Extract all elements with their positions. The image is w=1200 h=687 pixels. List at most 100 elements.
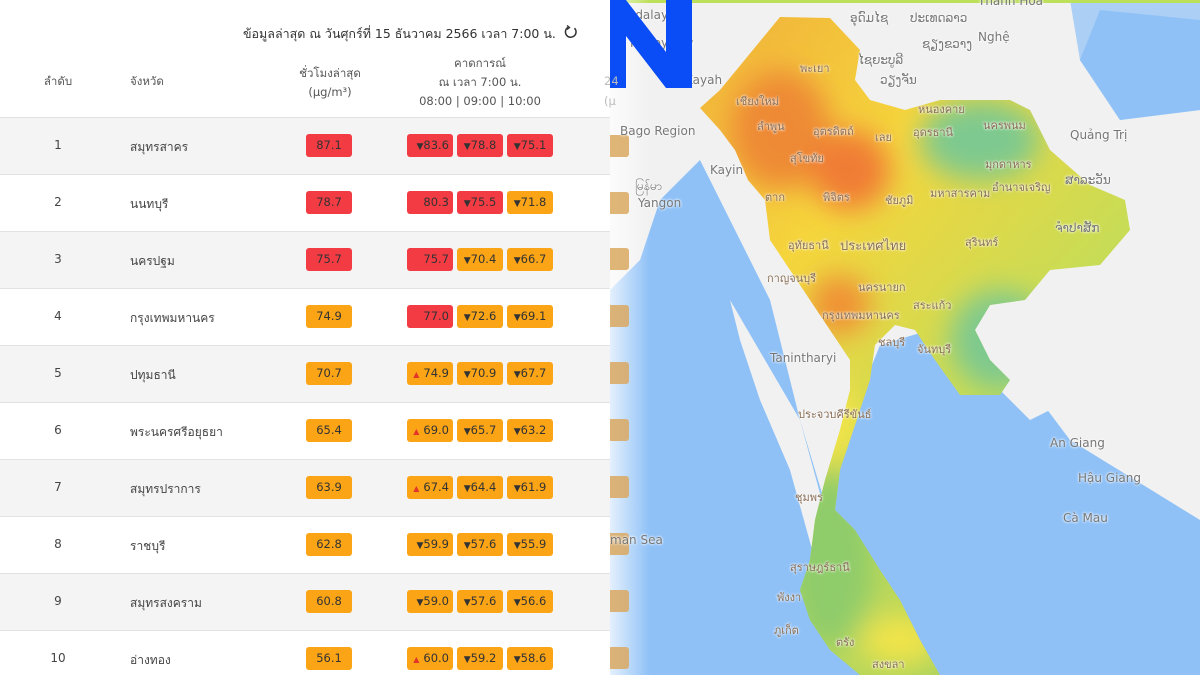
forecast-value: 63.2 <box>520 423 547 437</box>
map-label: พิจิตร <box>823 191 850 204</box>
latest-value-badge: 74.9 <box>306 305 352 328</box>
map-label: ອຸດົມໄຊ <box>850 11 889 25</box>
refresh-icon[interactable] <box>563 24 579 40</box>
col-header-partial-unit: (µ <box>604 94 616 108</box>
table-row[interactable]: 2 นนทบุรี 78.7 80.3 ▼75.5 ▼71.8 <box>0 174 610 231</box>
map-label: มหาสารคาม <box>930 187 991 200</box>
forecast-badge: ▼56.6 <box>507 590 553 613</box>
map-label: ชุมพร <box>795 491 823 504</box>
table-row[interactable]: 1 สมุทรสาคร 87.1 ▼83.6 ▼78.8 ▼75.1 <box>0 117 610 174</box>
trend-down-icon: ▼ <box>513 199 521 209</box>
map-label: สุโขทัย <box>790 152 824 165</box>
partial-badge <box>607 647 629 669</box>
forecast-value: 75.1 <box>520 138 547 152</box>
forecast-badge: ▼75.1 <box>507 134 553 157</box>
col-header-latest: ชั่วโมงล่าสุด (µg/m³) <box>280 64 380 102</box>
map-label: กาญจนบุรี <box>767 272 817 285</box>
rank: 7 <box>54 480 62 494</box>
map-label: Nghệ <box>978 30 1010 44</box>
trend-up-icon: ▲ <box>413 370 420 379</box>
forecast-value: 78.8 <box>470 138 497 152</box>
trend-down-icon: ▼ <box>463 313 471 323</box>
trend-down-icon: ▼ <box>513 427 521 437</box>
rank: 8 <box>54 537 62 551</box>
col-header-latest-unit: (µg/m³) <box>308 85 352 99</box>
table-row[interactable]: 10 อ่างทอง 56.1 ▲ 60.0 ▼59.2 ▼58.6 <box>0 630 610 687</box>
map-label: Yangon <box>638 196 682 210</box>
table-row[interactable]: 4 กรุงเทพมหานคร 74.9 77.0 ▼72.6 ▼69.1 <box>0 288 610 345</box>
forecast-badge: ▼67.7 <box>507 362 553 385</box>
forecast-value: 71.8 <box>520 195 547 209</box>
forecast-value: 74.9 <box>423 366 449 380</box>
trend-down-icon: ▼ <box>513 313 521 323</box>
province-name: สมุทรสงคราม <box>130 596 202 610</box>
forecast-value: 67.7 <box>520 366 547 380</box>
map-label: Tanintharyi <box>770 351 837 365</box>
table-row[interactable]: 8 ราชบุรี 62.8 ▼59.9 ▼57.6 ▼55.9 <box>0 516 610 573</box>
map-label: สระแก้ว <box>913 299 952 312</box>
ranking-table: 1 สมุทรสาคร 87.1 ▼83.6 ▼78.8 ▼75.1 2 นนทบุรี… <box>0 117 610 687</box>
trend-down-icon: ▼ <box>463 256 471 266</box>
trend-down-icon: ▼ <box>416 142 424 152</box>
forecast-value: 59.0 <box>423 594 449 608</box>
map-label: กรุงเทพมหานคร <box>822 309 900 322</box>
trend-down-icon: ▼ <box>513 598 521 608</box>
trend-down-icon: ▼ <box>463 541 471 551</box>
forecast-badge: ▼65.7 <box>457 419 503 442</box>
air-quality-map[interactable]: Mandalay Naypyitaw Kayah Bago Region Kay… <box>600 0 1200 675</box>
latest-value-badge: 65.4 <box>306 419 352 442</box>
map-label: ชัยภูมิ <box>885 194 914 207</box>
rank: 9 <box>54 594 62 608</box>
table-row[interactable]: 6 พระนครศรีอยุธยา 65.4 ▲ 69.0 ▼65.7 ▼63.2 <box>0 402 610 459</box>
n-logo <box>600 0 692 88</box>
table-row[interactable]: 9 สมุทรสงคราม 60.8 ▼59.0 ▼57.6 ▼56.6 <box>0 573 610 630</box>
partial-badge <box>607 590 629 612</box>
trend-down-icon: ▼ <box>463 427 471 437</box>
map-label: ວຽງຈັນ <box>880 73 917 87</box>
forecast-badge: ▼59.2 <box>457 647 503 670</box>
trend-up-icon: ▲ <box>413 484 420 493</box>
trend-down-icon: ▼ <box>513 484 521 494</box>
forecast-badge: 80.3 <box>407 191 453 214</box>
trend-down-icon: ▼ <box>513 256 521 266</box>
rank: 4 <box>54 309 62 323</box>
table-row[interactable]: 3 นครปฐม 75.7 75.7 ▼70.4 ▼66.7 <box>0 231 610 288</box>
map-label: อุทัยธานี <box>788 239 829 252</box>
forecast-badge: ▼59.9 <box>407 533 453 556</box>
province-name: สมุทรปราการ <box>130 482 201 496</box>
forecast-badge: ▼70.9 <box>457 362 503 385</box>
map-label: Kayah <box>685 73 723 87</box>
forecast-badge: ▲ 69.0 <box>407 419 453 442</box>
rank: 5 <box>54 366 62 380</box>
map-label: พังงา <box>777 591 802 604</box>
province-name: สมุทรสาคร <box>130 140 189 154</box>
forecast-value: 57.6 <box>470 537 497 551</box>
forecast-badge: ▼57.6 <box>457 590 503 613</box>
col-header-province: จังหวัด <box>130 74 164 88</box>
forecast-badge: ▼72.6 <box>457 305 503 328</box>
forecast-badge: ▼83.6 <box>407 134 453 157</box>
partial-badge <box>607 362 629 384</box>
forecast-badge: ▼71.8 <box>507 191 553 214</box>
rank: 3 <box>54 252 62 266</box>
forecast-value: 65.7 <box>470 423 497 437</box>
latest-value-badge: 56.1 <box>306 647 352 670</box>
province-name: พระนครศรีอยุธยา <box>130 425 223 439</box>
latest-value-badge: 70.7 <box>306 362 352 385</box>
col-header-forecast: คาดการณ์ ณ เวลา 7:00 น. 08:00 | 09:00 | … <box>405 54 555 111</box>
map-label: อำนาจเจริญ <box>992 181 1051 194</box>
table-row[interactable]: 7 สมุทรปราการ 63.9 ▲ 67.4 ▼64.4 ▼61.9 <box>0 459 610 516</box>
col-header-forecast-time: ณ เวลา 7:00 น. <box>438 75 522 89</box>
col-header-rank: ลำดับ <box>43 74 73 88</box>
map-label: มุกดาหาร <box>985 158 1032 171</box>
map-label: Cà Mau <box>1063 511 1108 525</box>
map-label: Kayin <box>710 163 744 177</box>
partial-badge <box>607 305 629 327</box>
table-row[interactable]: 5 ปทุมธานี 70.7 ▲ 74.9 ▼70.9 ▼67.7 <box>0 345 610 402</box>
map-label: ลำพูน <box>757 120 785 133</box>
forecast-badge: ▲ 60.0 <box>407 647 453 670</box>
forecast-badge: ▼69.1 <box>507 305 553 328</box>
last-updated-text: ข้อมูลล่าสุด ณ วันศุกร์ที่ 15 ธันวาคม 25… <box>243 26 556 41</box>
forecast-badge: 77.0 <box>407 305 453 328</box>
map-label: ภูเก็ต <box>774 624 799 637</box>
